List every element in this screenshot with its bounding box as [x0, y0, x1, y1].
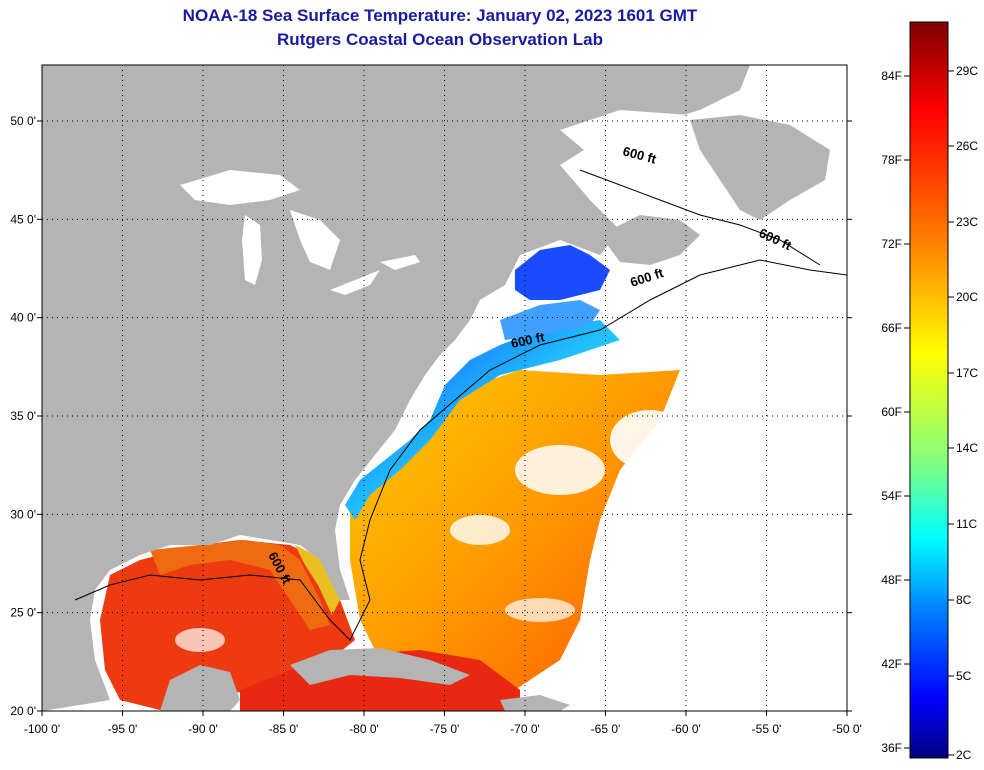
lon-tick-label: -55 0' — [752, 722, 782, 736]
land-yucatan — [160, 665, 240, 711]
colorbar-celsius-labels: 29C 26C 23C 20C 17C 14C 11C 8C 5C 2C — [948, 64, 978, 762]
lat-tick-label: 45 0' — [10, 212, 36, 226]
colorbar-f-label: 42F — [881, 657, 902, 671]
lon-tick-label: -50 0' — [832, 722, 862, 736]
colorbar-c-label: 8C — [956, 593, 972, 607]
colorbar-c-label: 29C — [956, 64, 978, 78]
cloud-gap — [450, 515, 510, 545]
lat-tick-label: 30 0' — [10, 507, 36, 521]
lat-tick-label: 25 0' — [10, 606, 36, 620]
land-nova-scotia — [600, 215, 700, 265]
colorbar-f-label: 78F — [881, 153, 902, 167]
gridlines — [42, 65, 847, 711]
colorbar-c-label: 20C — [956, 290, 978, 304]
colorbar-c-label: 11C — [956, 517, 977, 531]
colorbar-c-label: 5C — [956, 669, 972, 683]
sst-atlantic-warm — [350, 370, 680, 700]
cloud-gap — [515, 445, 605, 495]
colorbar-f-label: 84F — [881, 69, 902, 83]
land-north-america — [42, 65, 750, 711]
lon-tick-label: -90 0' — [188, 722, 218, 736]
sst-gulf-cold-shelf — [295, 545, 340, 615]
lon-tick-label: -60 0' — [671, 722, 701, 736]
land-hispaniola — [500, 695, 570, 711]
sst-gulf-of-maine — [515, 245, 610, 300]
depth-contour-600ft-north — [579, 169, 821, 266]
cloud-gap — [505, 598, 575, 622]
lon-tick-label: -70 0' — [510, 722, 540, 736]
land-cuba — [290, 648, 470, 685]
colorbar-f-label: 72F — [881, 237, 902, 251]
colorbar-f-label: 36F — [881, 741, 902, 755]
lon-tick-label: -85 0' — [269, 722, 299, 736]
chart-title: NOAA-18 Sea Surface Temperature: January… — [182, 6, 698, 25]
lon-tick-label: -75 0' — [430, 722, 460, 736]
gulf-of-st-lawrence — [560, 110, 720, 175]
lon-tick-label: -80 0' — [349, 722, 379, 736]
lon-tick-label: -100 0' — [24, 722, 60, 736]
sst-coastal-cold — [345, 320, 620, 520]
lat-tick-label: 20 0' — [10, 704, 36, 718]
lon-tick-label: -95 0' — [108, 722, 138, 736]
longitude-axis: -100 0' -95 0' -90 0' -85 0' -80 0' -75 0' -70… — [24, 711, 862, 736]
lat-tick-label: 35 0' — [10, 409, 36, 423]
latitude-axis: 20 0' 25 0' 30 0' 35 0' 40 0' 45 0' 50 0' — [10, 114, 852, 718]
contour-label: 600 ft — [510, 329, 547, 351]
colorbar-fahrenheit-labels: 84F 78F 72F 66F 60F 54F 48F 42F 36F — [881, 69, 910, 755]
cloud-gap — [610, 410, 690, 470]
colorbar-c-label: 17C — [956, 366, 978, 380]
colorbar-f-label: 60F — [881, 405, 902, 419]
chart-subtitle: Rutgers Coastal Ocean Observation Lab — [277, 30, 603, 49]
depth-contour-600ft — [74, 259, 847, 641]
lat-tick-label: 40 0' — [10, 311, 36, 325]
lake-ontario — [380, 255, 420, 270]
colorbar-f-label: 54F — [881, 489, 902, 503]
colorbar-f-label: 48F — [881, 573, 902, 587]
colorbar-c-label: 23C — [956, 215, 978, 229]
lon-tick-label: -65 0' — [591, 722, 621, 736]
colorbar-c-label: 14C — [956, 441, 978, 455]
lat-tick-label: 50 0' — [10, 114, 36, 128]
lake-huron — [290, 210, 340, 270]
lake-erie — [330, 270, 380, 295]
colorbar — [909, 21, 949, 759]
land-newfoundland — [690, 115, 830, 220]
cloud-gap — [175, 628, 225, 652]
lake-michigan — [242, 215, 262, 285]
colorbar-c-label: 2C — [956, 748, 972, 762]
lake-superior — [180, 170, 300, 205]
colorbar-f-label: 66F — [881, 321, 902, 335]
colorbar-c-label: 26C — [956, 139, 978, 153]
sst-gulf-north — [150, 540, 330, 630]
